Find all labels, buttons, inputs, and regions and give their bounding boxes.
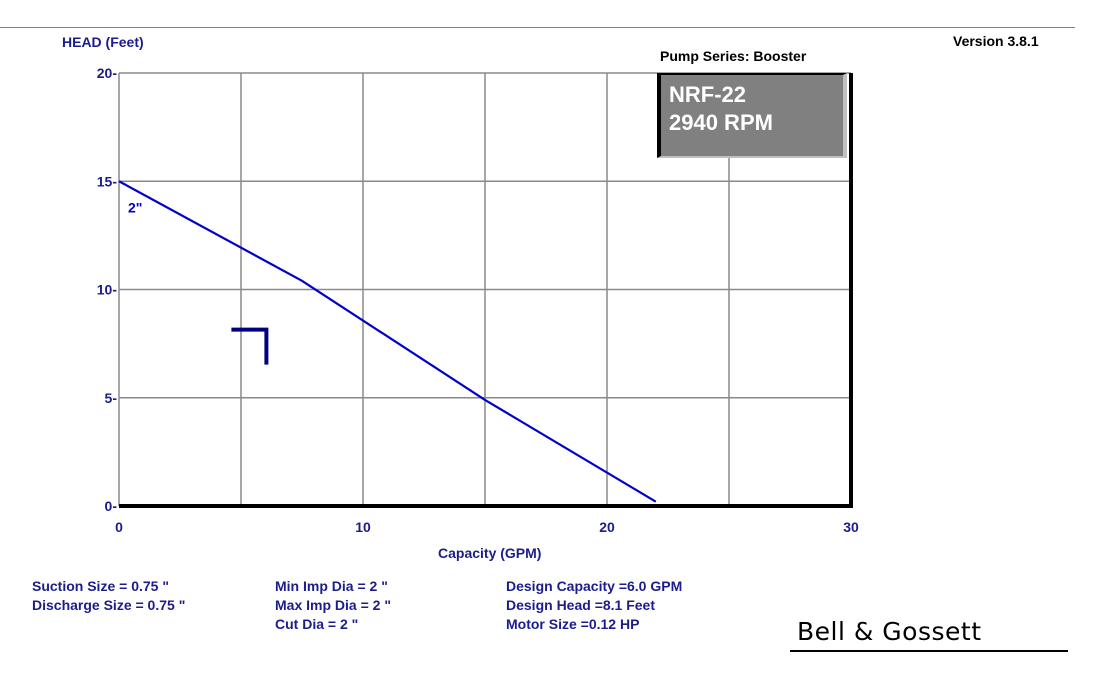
x-tick-label: 0 (115, 519, 123, 535)
x-axis-title: Capacity (GPM) (438, 545, 542, 561)
info-column-design: Design Capacity =6.0 GPM Design Head =8.… (506, 577, 682, 634)
top-divider (0, 27, 1075, 28)
pump-series-label: Pump Series: Booster (660, 48, 807, 64)
design-point-marker (231, 327, 269, 365)
info-column-impeller: Min Imp Dia = 2 " Max Imp Dia = 2 " Cut … (275, 577, 391, 634)
y-tick-label: 5- (105, 390, 118, 406)
info-column-sizes: Suction Size = 0.75 " Discharge Size = 0… (32, 577, 185, 615)
x-tick-label: 30 (843, 519, 859, 535)
suction-size: Suction Size = 0.75 " (32, 578, 169, 594)
y-tick-label: 10- (97, 282, 118, 298)
design-head: Design Head =8.1 Feet (506, 597, 656, 613)
max-imp-dia: Max Imp Dia = 2 " (275, 597, 391, 613)
discharge-size: Discharge Size = 0.75 " (32, 597, 186, 613)
model-name: NRF-22 (669, 82, 747, 107)
design-capacity: Design Capacity =6.0 GPM (506, 578, 683, 594)
y-tick-label: 15- (97, 173, 118, 189)
impeller-curve-label: 2" (128, 199, 142, 215)
x-tick-label: 10 (355, 519, 371, 535)
motor-size: Motor Size =0.12 HP (506, 616, 640, 632)
y-axis-title: HEAD (Feet) (62, 34, 144, 50)
brand-logo-text: Bell & Gossett (797, 617, 982, 646)
cut-dia: Cut Dia = 2 " (275, 616, 359, 632)
version-label: Version 3.8.1 (953, 33, 1039, 49)
model-box: NRF-22 2940 RPM (657, 73, 847, 158)
y-tick-label: 20- (97, 65, 118, 81)
brand-underline (790, 650, 1068, 652)
min-imp-dia: Min Imp Dia = 2 " (275, 578, 388, 594)
x-tick-label: 20 (599, 519, 615, 535)
model-speed: 2940 RPM (669, 110, 773, 135)
y-tick-label: 0- (105, 498, 118, 514)
impeller-curve-line (118, 180, 657, 503)
